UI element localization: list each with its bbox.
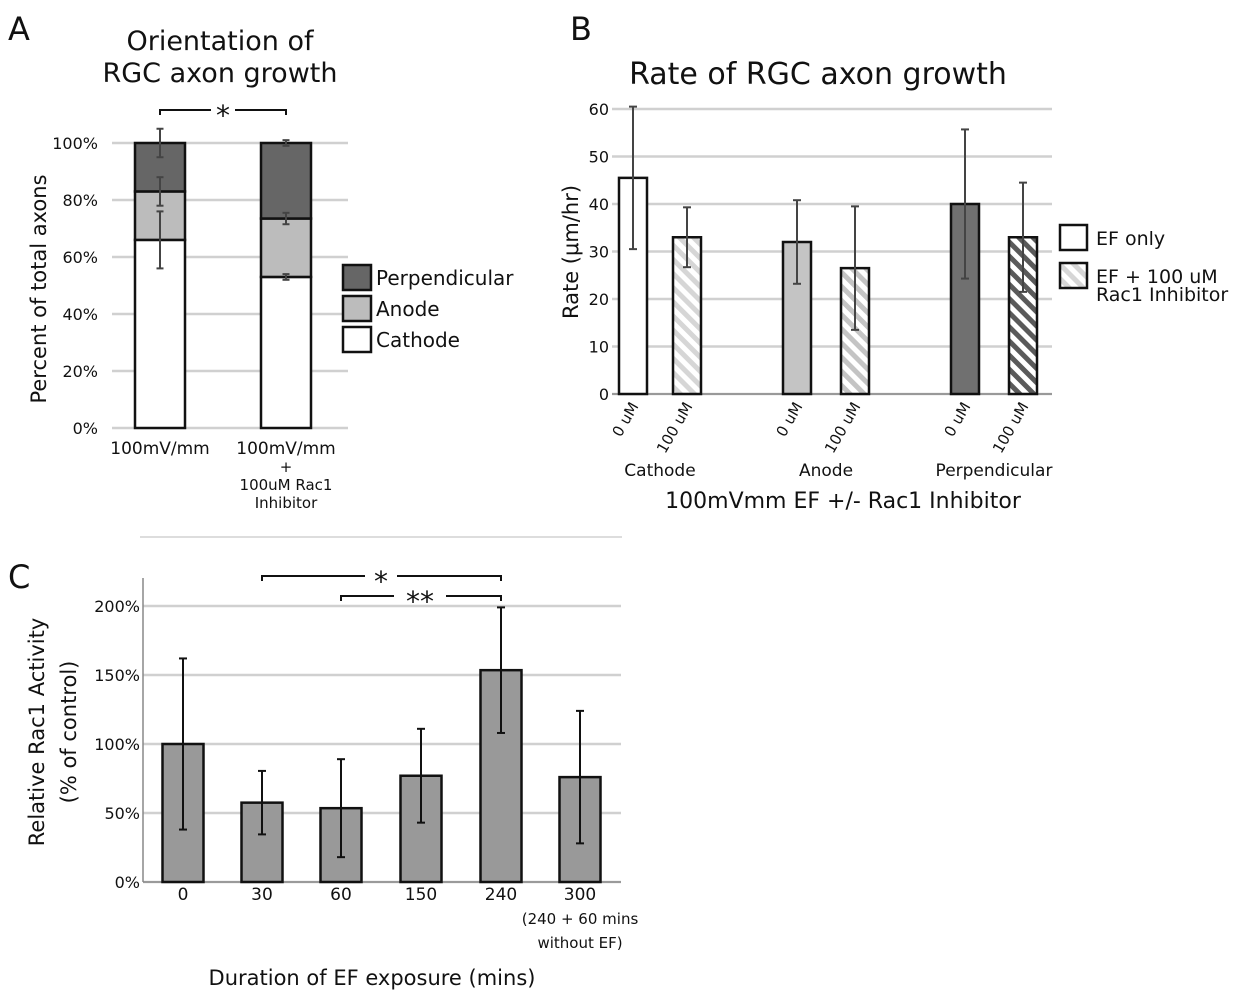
legend-label-perpendicular: Perpendicular <box>376 266 514 290</box>
x-tick-label: (240 + 60 mins <box>522 910 639 928</box>
x-tick-label: 30 <box>251 885 273 905</box>
legend-label-ef-100-um: Rac1 Inhibitor <box>1096 284 1228 306</box>
panel-c-significance: *** <box>261 565 502 618</box>
panel-c-y-tick-label: 50% <box>104 804 140 823</box>
x-tick-label: 100 uM <box>989 399 1033 456</box>
x-tick-label: 0 uM <box>772 399 806 440</box>
panel-a-y-tick-label: 0% <box>73 419 98 438</box>
legend-swatch-cathode <box>341 325 373 354</box>
panel-a-y-tick-label: 100% <box>52 134 98 153</box>
panel-a-y-ticks: 0% 20% 40% 60% 80% 100% <box>52 134 98 438</box>
panel-c-y-axis-label-line-2: (% of control) <box>57 661 81 804</box>
bar-perpendicular-2 <box>259 141 313 220</box>
panel-a-y-tick-label: 60% <box>62 248 98 267</box>
group-label-cathode: Cathode <box>624 461 695 481</box>
x-tick-label: 300 <box>564 885 596 905</box>
bar-anode-2 <box>259 217 313 279</box>
x-tick-label: 100 uM <box>653 399 697 456</box>
panel-a-y-tick-label: 80% <box>62 191 98 210</box>
panel-b-y-tick-label: 60 <box>589 100 609 119</box>
panel-b-y-tick-label: 0 <box>599 385 609 404</box>
panel-c-y-ticks: 0% 50% 100% 150% 200% <box>94 597 140 892</box>
panel-a-title-line-2: RGC axon growth <box>103 58 338 89</box>
significance-bracket <box>159 109 287 115</box>
panel-b-y-tick-label: 30 <box>589 243 609 262</box>
x-tick-label: without EF) <box>537 934 622 952</box>
panel-c-y-tick-label: 100% <box>94 735 140 754</box>
panel-c-y-tick-label: 150% <box>94 666 140 685</box>
bar-cathode-2 <box>259 275 313 430</box>
x-tick-label: 0 <box>178 885 189 905</box>
significance-marker: * <box>216 99 230 132</box>
panel-a-legend: Perpendicular Anode Cathode <box>341 263 514 354</box>
panel-c-bars <box>161 606 602 884</box>
x-tick-label: 100uM Rac1 <box>240 476 333 494</box>
significance-bracket <box>340 595 502 601</box>
group-label-anode: Anode <box>799 461 853 481</box>
panel-a-y-tick-label: 20% <box>62 362 98 381</box>
x-tick-label: 0 uM <box>940 399 974 440</box>
panel-b-title: Rate of RGC axon growth <box>629 57 1007 92</box>
x-tick-label: 100mV/mm <box>110 439 210 459</box>
panel-letter-b: B <box>570 10 592 48</box>
panel-b-chart: Rate of RGC axon growth Rate (μm/hr) 100… <box>559 57 1228 514</box>
panel-c-y-axis-label-line-1: Relative Rac1 Activity <box>25 618 49 846</box>
legend-label-anode: Anode <box>376 297 440 321</box>
panel-b-y-tick-label: 20 <box>589 290 609 309</box>
panel-letter-a: A <box>8 10 30 48</box>
panel-c-x-axis-label: Duration of EF exposure (mins) <box>209 966 536 990</box>
panel-a-chart: Orientation of RGC axon growth Percent o… <box>27 26 514 512</box>
significance-bracket <box>261 575 502 581</box>
x-tick-label: 150 <box>405 885 437 905</box>
legend-label-cathode: Cathode <box>376 328 460 352</box>
panel-letter-c: C <box>8 558 30 596</box>
x-tick-label: 60 <box>330 885 352 905</box>
legend-label-ef-only: EF only <box>1096 228 1165 250</box>
x-tick-label: + <box>280 458 293 476</box>
panel-b-y-tick-label: 10 <box>589 338 609 357</box>
significance-marker: * <box>374 565 388 598</box>
panel-b-bars <box>617 105 1039 396</box>
panel-b-x-axis-label: 100mVmm EF +/- Rac1 Inhibitor <box>665 489 1022 514</box>
panel-c-y-tick-label: 200% <box>94 597 140 616</box>
panel-b-y-axis-label: Rate (μm/hr) <box>559 185 583 319</box>
legend-swatch-anode <box>341 294 373 323</box>
panel-b-y-tick-label: 40 <box>589 195 609 214</box>
panel-b-x-ticks: 0 uM 100 uM Cathode 0 uM 100 uM Anode 0 uM 100 … <box>608 399 1052 481</box>
panel-a-bars <box>133 127 313 430</box>
x-tick-label: 240 <box>485 885 517 905</box>
panel-c-x-ticks: 0 30 60 150 240 300 (240 + 60 mins without EF) <box>178 885 639 952</box>
legend-label-ef-100-um: EF + 100 uM <box>1096 266 1218 288</box>
panel-a-title-line-1: Orientation of <box>126 26 315 57</box>
panel-c-gridlines <box>142 578 621 884</box>
x-tick-label: 0 uM <box>608 399 642 440</box>
panel-b-y-tick-label: 50 <box>589 148 609 167</box>
panel-c-chart: Relative Rac1 Activity (% of control) Du… <box>25 565 638 990</box>
x-tick-label: 100 uM <box>821 399 865 456</box>
x-tick-label: Inhibitor <box>255 494 318 512</box>
legend-swatch-ef-only <box>1058 223 1089 252</box>
panel-a-y-tick-label: 40% <box>62 305 98 324</box>
panel-b-y-ticks: 0 10 20 30 40 50 60 <box>589 100 609 404</box>
panel-c-y-tick-label: 0% <box>115 873 140 892</box>
legend-swatch-ef-100-um <box>1058 261 1089 290</box>
panel-a-significance: * <box>159 99 287 132</box>
significance-marker: ** <box>406 585 434 618</box>
group-label-perpendicular: Perpendicular <box>936 461 1053 481</box>
x-tick-label: 100mV/mm <box>236 439 336 459</box>
legend-swatch-perpendicular <box>341 263 373 292</box>
panel-a-y-axis-label: Percent of total axons <box>27 174 51 403</box>
